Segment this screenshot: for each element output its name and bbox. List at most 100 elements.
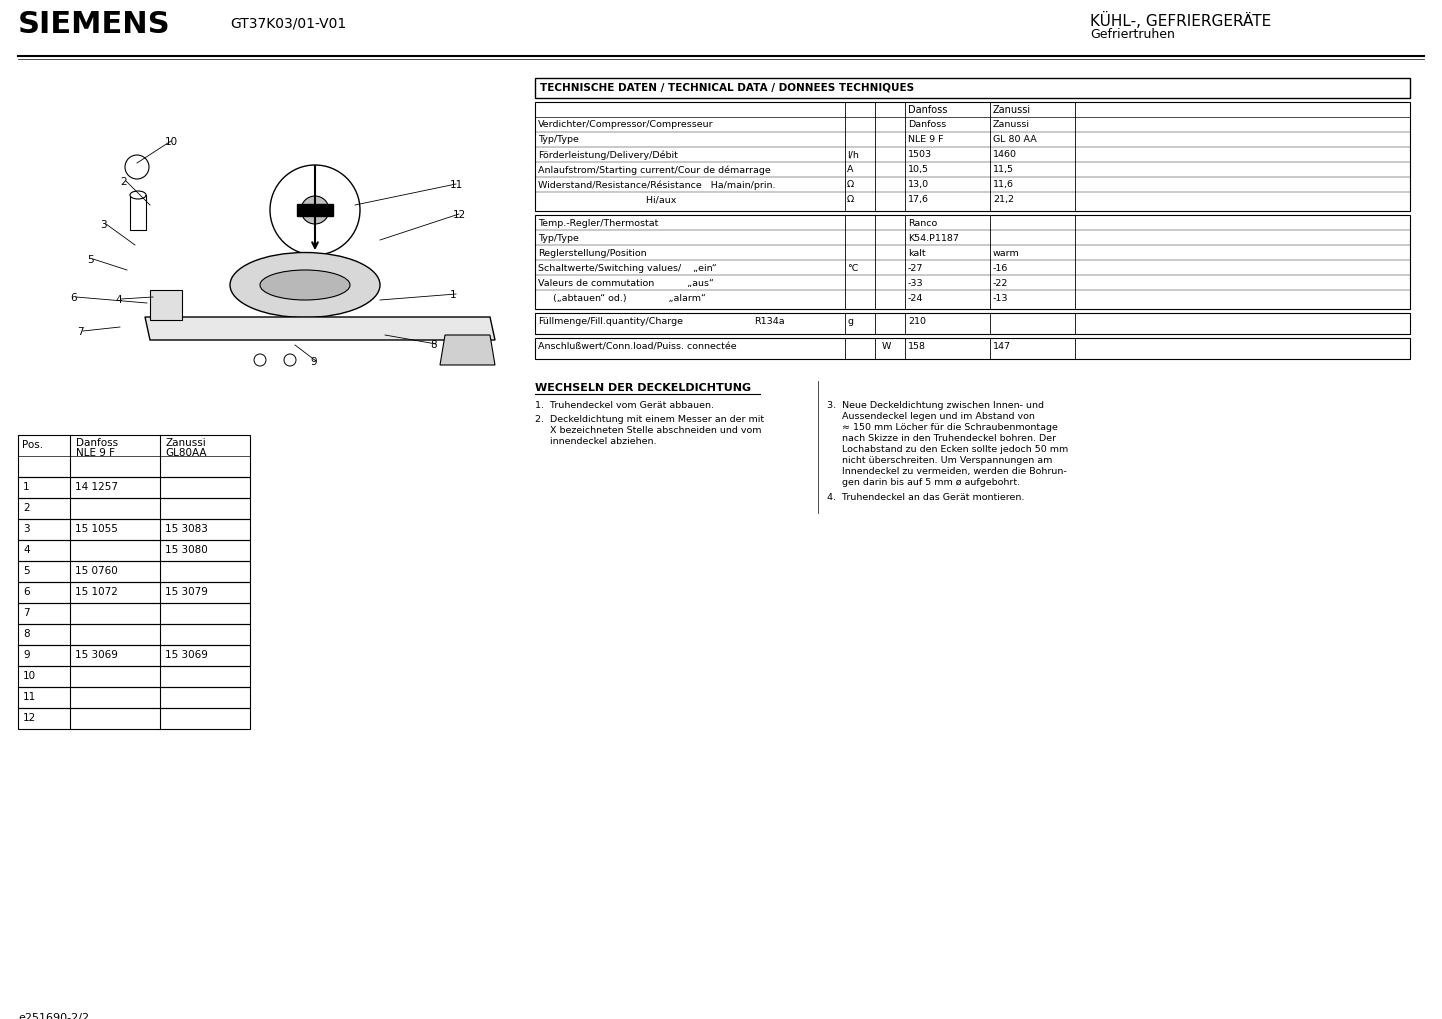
Text: A: A [846, 165, 854, 174]
Text: Zanussi: Zanussi [994, 105, 1031, 115]
Text: 10: 10 [164, 137, 179, 147]
Text: 12: 12 [453, 210, 466, 220]
Text: 12: 12 [23, 713, 36, 723]
Text: GL80AA: GL80AA [164, 448, 206, 458]
Ellipse shape [231, 253, 381, 318]
Text: warm: warm [994, 249, 1019, 258]
Text: GT37K03/01-V01: GT37K03/01-V01 [231, 16, 346, 30]
Text: W: W [883, 342, 891, 351]
Text: 2.  Deckeldichtung mit einem Messer an der mit: 2. Deckeldichtung mit einem Messer an de… [535, 415, 764, 424]
Text: Zanussi: Zanussi [994, 120, 1030, 129]
Text: Schaltwerte/Switching values/    „ein“: Schaltwerte/Switching values/ „ein“ [538, 264, 717, 273]
Text: nach Skizze in den Truhendeckel bohren. Der: nach Skizze in den Truhendeckel bohren. … [828, 434, 1056, 443]
Text: Ranco: Ranco [908, 219, 937, 228]
Text: 15 3069: 15 3069 [164, 650, 208, 660]
Bar [17, 519, 249, 540]
Text: -16: -16 [994, 264, 1008, 273]
Text: 8: 8 [23, 629, 30, 639]
Text: 15 1072: 15 1072 [75, 587, 118, 597]
Ellipse shape [130, 191, 146, 199]
Text: Ω: Ω [846, 195, 854, 204]
Bar [535, 78, 1410, 98]
Text: Danfoss: Danfoss [908, 120, 946, 129]
Text: R134a: R134a [754, 317, 784, 326]
Text: 15 3083: 15 3083 [164, 524, 208, 534]
Text: K54.P1187: K54.P1187 [908, 234, 959, 243]
Bar [17, 624, 249, 645]
Text: 14 1257: 14 1257 [75, 482, 118, 492]
Text: Anschlußwert/Conn.load/Puiss. connectée: Anschlußwert/Conn.load/Puiss. connectée [538, 342, 737, 351]
Text: 3: 3 [99, 220, 107, 230]
Bar [17, 582, 249, 603]
Text: Ω: Ω [846, 180, 854, 189]
Text: 210: 210 [908, 317, 926, 326]
Text: nicht überschreiten. Um Verspannungen am: nicht überschreiten. Um Verspannungen am [828, 455, 1053, 465]
Text: 1503: 1503 [908, 150, 932, 159]
Text: 5: 5 [23, 566, 30, 576]
Text: NLE 9 F: NLE 9 F [76, 448, 115, 458]
Text: Innendeckel zu vermeiden, werden die Bohrun-: Innendeckel zu vermeiden, werden die Boh… [828, 467, 1067, 476]
Text: 9: 9 [23, 650, 30, 660]
Text: -33: -33 [908, 279, 924, 288]
Text: 4: 4 [115, 294, 121, 305]
Text: °C: °C [846, 264, 858, 273]
Text: Gefriertruhen: Gefriertruhen [1090, 28, 1175, 41]
Text: ≈ 150 mm Löcher für die Schraubenmontage: ≈ 150 mm Löcher für die Schraubenmontage [828, 423, 1058, 432]
Circle shape [284, 354, 296, 366]
Text: Lochabstand zu den Ecken sollte jedoch 50 mm: Lochabstand zu den Ecken sollte jedoch 5… [828, 445, 1069, 454]
Text: Danfoss: Danfoss [76, 438, 118, 448]
Text: e251690-2/2: e251690-2/2 [17, 1013, 89, 1019]
Bar [535, 102, 1410, 211]
Text: g: g [846, 317, 854, 326]
Text: 9: 9 [310, 357, 317, 367]
Text: Temp.-Regler/Thermostat: Temp.-Regler/Thermostat [538, 219, 659, 228]
Text: 15 1055: 15 1055 [75, 524, 118, 534]
Bar [17, 561, 249, 582]
Text: 10,5: 10,5 [908, 165, 929, 174]
Text: 3: 3 [23, 524, 30, 534]
Text: Füllmenge/Fill.quantity/Charge: Füllmenge/Fill.quantity/Charge [538, 317, 684, 326]
Text: Anlaufstrom/Starting current/Cour de démarrage: Anlaufstrom/Starting current/Cour de dém… [538, 165, 771, 174]
Text: 11,6: 11,6 [994, 180, 1014, 189]
Text: 1: 1 [23, 482, 30, 492]
Polygon shape [146, 317, 495, 340]
Text: innendeckel abziehen.: innendeckel abziehen. [535, 437, 656, 446]
Bar [17, 477, 249, 498]
Bar [535, 215, 1410, 309]
Text: l/h: l/h [846, 150, 859, 159]
Text: („abtauen“ od.)              „alarm“: („abtauen“ od.) „alarm“ [538, 294, 707, 303]
Bar [17, 645, 249, 666]
Text: Verdichter/Compressor/Compresseur: Verdichter/Compressor/Compresseur [538, 120, 714, 129]
Text: 1460: 1460 [994, 150, 1017, 159]
Text: KÜHL-, GEFRIERGERÄTE: KÜHL-, GEFRIERGERÄTE [1090, 12, 1272, 29]
Text: 6: 6 [23, 587, 30, 597]
Text: 2: 2 [120, 177, 127, 187]
Text: 15 3069: 15 3069 [75, 650, 118, 660]
Text: X bezeichneten Stelle abschneiden und vom: X bezeichneten Stelle abschneiden und vo… [535, 426, 761, 435]
Text: NLE 9 F: NLE 9 F [908, 135, 943, 144]
Text: 15 0760: 15 0760 [75, 566, 118, 576]
Text: 11,5: 11,5 [994, 165, 1014, 174]
Text: WECHSELN DER DECKELDICHTUNG: WECHSELN DER DECKELDICHTUNG [535, 383, 751, 393]
Text: 3.  Neue Deckeldichtung zwischen Innen- und: 3. Neue Deckeldichtung zwischen Innen- u… [828, 401, 1044, 410]
Bar [17, 603, 249, 624]
Text: 11: 11 [23, 692, 36, 702]
Text: -13: -13 [994, 294, 1008, 303]
Text: -27: -27 [908, 264, 923, 273]
Text: 7: 7 [76, 327, 84, 337]
Bar [17, 498, 249, 519]
Text: SIEMENS: SIEMENS [17, 10, 170, 39]
Text: Typ/Type: Typ/Type [538, 135, 578, 144]
Bar [17, 687, 249, 708]
Text: Widerstand/Resistance/Résistance   Ha/main/prin.: Widerstand/Resistance/Résistance Ha/main… [538, 180, 776, 190]
Bar [297, 204, 333, 216]
Text: Hi/aux: Hi/aux [538, 195, 676, 204]
Text: 5: 5 [87, 255, 94, 265]
Polygon shape [440, 335, 495, 365]
Bar [535, 338, 1410, 359]
Text: 10: 10 [23, 671, 36, 681]
Text: 147: 147 [994, 342, 1011, 351]
Text: 1.  Truhendeckel vom Gerät abbauen.: 1. Truhendeckel vom Gerät abbauen. [535, 401, 714, 410]
Text: 21,2: 21,2 [994, 195, 1014, 204]
Text: Zanussi: Zanussi [164, 438, 206, 448]
